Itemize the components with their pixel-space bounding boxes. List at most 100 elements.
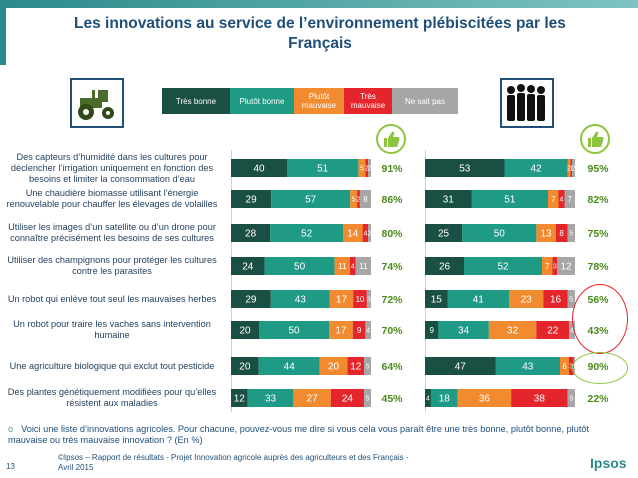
bar-value-label: 50 xyxy=(288,326,300,337)
bar-value-label: 7 xyxy=(545,262,550,271)
bar-value-label: 4 xyxy=(351,263,355,270)
bar-segment xyxy=(350,257,356,275)
bar-segment xyxy=(425,357,496,375)
bar-value-label: 50 xyxy=(294,262,306,273)
bar-value-label: 5 xyxy=(569,395,573,402)
bar-value-label: 29 xyxy=(245,295,257,306)
axis-line-public xyxy=(425,150,426,412)
bar-segment xyxy=(271,190,351,208)
bar-value-label: 36 xyxy=(479,394,491,405)
bar-segment xyxy=(334,257,350,275)
bar-segment xyxy=(462,224,537,242)
bar-segment xyxy=(471,190,548,208)
bar-segment xyxy=(495,357,560,375)
bar-segment xyxy=(552,257,557,275)
bar-segment xyxy=(347,357,365,375)
bar-value-label: 57 xyxy=(305,195,317,206)
bar-segment xyxy=(567,290,575,308)
bar-segment xyxy=(425,224,463,242)
bar-value-label: 3 xyxy=(553,263,557,270)
bar-value-label: 2 xyxy=(365,165,369,172)
bar-value-label: 3 xyxy=(569,363,573,370)
row-label: Un robot pour traire les vaches sans int… xyxy=(13,319,211,340)
question-text: Voici une liste d’innovations agricoles.… xyxy=(8,424,590,445)
total-label: 95% xyxy=(587,163,609,175)
bar-segment xyxy=(425,159,505,177)
bar-segment xyxy=(536,321,570,339)
row-label: Des plantes génétiquement modifiées pour… xyxy=(7,387,217,408)
bar-value-label: 27 xyxy=(307,394,319,405)
bar-value-label: 5 xyxy=(366,395,370,402)
bar-segment xyxy=(355,257,371,275)
bar-segment xyxy=(287,159,359,177)
bar-segment xyxy=(567,389,575,407)
bar-value-label: 31 xyxy=(443,195,455,206)
left-band xyxy=(0,0,6,65)
bar-segment xyxy=(365,321,371,339)
bar-value-label: 11 xyxy=(338,262,347,271)
bar-value-label: 41 xyxy=(473,295,485,306)
bar-value-label: 38 xyxy=(534,394,546,405)
bar-segment xyxy=(319,357,348,375)
total-label: 72% xyxy=(381,294,403,306)
thumbs-up-icon xyxy=(376,124,406,154)
bar-segment xyxy=(231,389,248,407)
bar-segment xyxy=(231,224,271,242)
bar-segment xyxy=(543,290,568,308)
bar-value-label: 42 xyxy=(530,164,542,175)
bar-value-label: 43 xyxy=(295,295,307,306)
total-label: 86% xyxy=(381,194,403,206)
bar-segment xyxy=(264,257,335,275)
bar-segment xyxy=(572,159,575,177)
bullet-icon: o xyxy=(8,424,14,434)
bar-segment xyxy=(362,224,369,242)
bar-segment xyxy=(425,389,431,407)
thumbs-up-icon xyxy=(580,124,610,154)
top-band xyxy=(0,0,638,8)
bar-segment xyxy=(570,159,572,177)
highlight-ring-red xyxy=(572,284,628,354)
highlight-ring-green xyxy=(572,352,628,384)
bar-segment xyxy=(447,290,509,308)
bar-segment xyxy=(464,257,542,275)
legend: Très bonne Plutôt bonne Plutôt mauvaise … xyxy=(162,88,458,114)
bar-segment xyxy=(548,190,559,208)
bar-value-label: 4 xyxy=(366,327,370,334)
bar-value-label: 5 xyxy=(569,296,573,303)
bar-value-label: 29 xyxy=(246,195,258,206)
bar-segment xyxy=(352,321,366,339)
bar-value-label: 18 xyxy=(439,394,451,405)
bar-segment xyxy=(231,190,272,208)
bar-segment xyxy=(231,321,259,339)
bar-segment xyxy=(350,190,358,208)
bar-value-label: 2 xyxy=(368,230,372,237)
bar-segment xyxy=(359,190,371,208)
bar-segment xyxy=(430,389,458,407)
bar-segment xyxy=(270,224,343,242)
bar-segment xyxy=(425,190,472,208)
bar-segment xyxy=(364,389,371,407)
bar-segment xyxy=(569,321,575,339)
bar-value-label: 5 xyxy=(366,363,370,370)
people-group-icon xyxy=(507,84,545,121)
bar-value-label: 16 xyxy=(550,295,562,306)
total-label: 82% xyxy=(587,194,609,206)
bar-value-label: 8 xyxy=(363,195,368,204)
bar-value-label: 4 xyxy=(363,230,367,237)
bar-value-label: 20 xyxy=(239,326,251,337)
bar-segment xyxy=(343,224,363,242)
bar-value-label: 52 xyxy=(497,262,509,273)
total-label: 78% xyxy=(587,261,609,273)
bar-value-label: 5 xyxy=(352,196,356,203)
bar-segment xyxy=(231,357,259,375)
bar-value-label: 44 xyxy=(284,362,296,373)
total-label: 45% xyxy=(381,393,403,405)
bar-value-label: 26 xyxy=(439,262,451,273)
bar-segment xyxy=(425,290,448,308)
bar-value-label: 28 xyxy=(245,229,257,240)
total-label: 80% xyxy=(381,228,403,240)
legend-ne-sait-pas: Ne sait pas xyxy=(392,88,458,114)
bar-segment xyxy=(564,190,575,208)
bar-segment xyxy=(368,224,371,242)
bar-segment xyxy=(536,224,556,242)
